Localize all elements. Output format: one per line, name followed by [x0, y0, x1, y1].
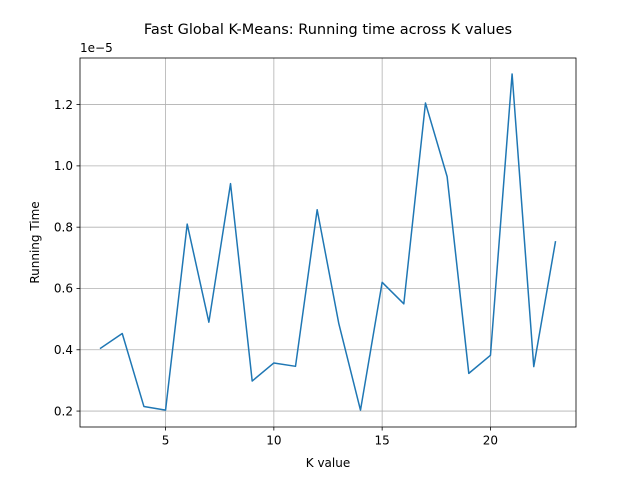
series-line	[99, 73, 557, 411]
y-tick-label: 0.8	[54, 220, 73, 234]
y-tick-label: 1.0	[54, 159, 73, 173]
grid	[80, 58, 576, 427]
y-axis-label: Running Time	[28, 201, 42, 283]
series-layer	[99, 73, 557, 411]
chart-title: Fast Global K-Means: Running time across…	[144, 22, 512, 38]
tick-layer: 5 10 15 20 0.2 0.4 0.6 0.8 1.0 1.2	[54, 98, 498, 448]
x-tick-label: 10	[266, 434, 281, 448]
y-tick-label: 0.4	[54, 343, 73, 357]
x-axis-label: K value	[306, 456, 350, 470]
x-tick-label: 5	[162, 434, 170, 448]
x-tick-label: 20	[483, 434, 498, 448]
x-tick-label: 15	[375, 434, 390, 448]
y-tick-label: 0.2	[54, 404, 73, 418]
plot-frame	[79, 57, 577, 428]
y-tick-label: 0.6	[54, 282, 73, 296]
y-tick-label: 1.2	[54, 98, 73, 112]
y-axis-offset-text: 1e−5	[80, 41, 113, 55]
